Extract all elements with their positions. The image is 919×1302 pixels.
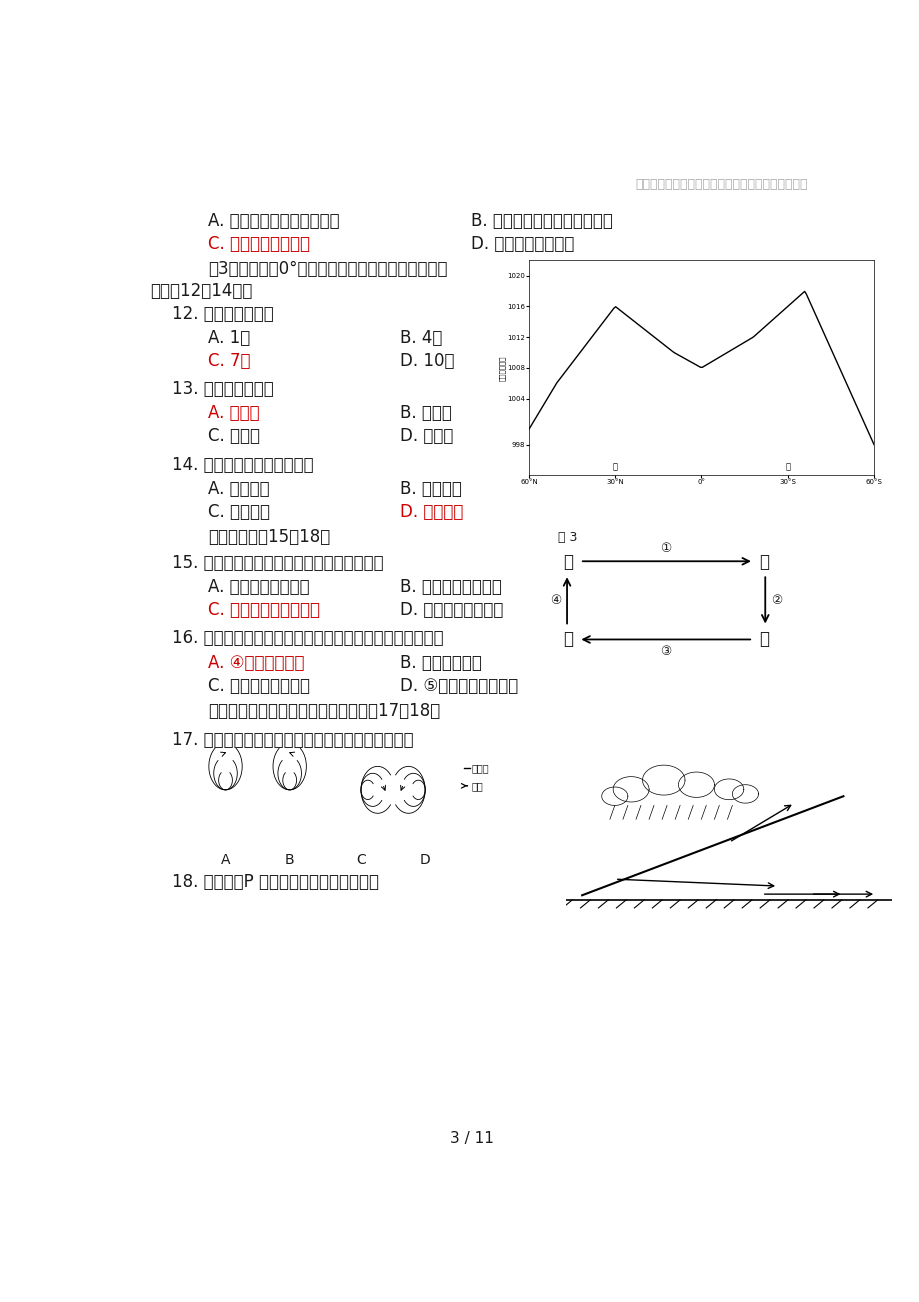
Text: D. 10月: D. 10月 [400,352,454,370]
Text: A. 东南风: A. 东南风 [208,404,259,422]
Text: 图 3: 图 3 [558,531,577,544]
Text: 文档供参考，可复制、编制，期待您的好评与关注！: 文档供参考，可复制、编制，期待您的好评与关注！ [635,178,807,191]
Text: 丙: 丙 [562,553,573,572]
Text: 图回筄12～14题。: 图回筄12～14题。 [151,281,253,299]
Text: C: C [356,853,366,867]
Text: D. 西北风: D. 西北风 [400,427,453,445]
Text: B. 4月: B. 4月 [400,328,442,346]
Text: 17. 下列气压场中，易出现上图中所示天气系统的是: 17. 下列气压场中，易出现上图中所示天气系统的是 [172,730,414,749]
Text: A. 1月: A. 1月 [208,328,250,346]
Text: C. 伦敦正盛行偏西风: C. 伦敦正盛行偏西风 [208,236,310,254]
Text: 3 / 11: 3 / 11 [449,1130,493,1146]
Text: C. 甲是副热带高气压: C. 甲是副热带高气压 [208,677,310,694]
Text: 乙: 乙 [758,630,768,648]
Text: 读右图，回筄15～18题: 读右图，回筄15～18题 [208,529,330,547]
Text: 风向: 风向 [471,781,482,790]
Text: B. 甲处气压比乙处高: B. 甲处气压比乙处高 [400,578,502,596]
Text: 等压线: 等压线 [471,763,489,773]
Text: 甲: 甲 [562,630,573,648]
Text: 15. 若此图表示热力环流，下列说法正确的是: 15. 若此图表示热力环流，下列说法正确的是 [172,555,383,573]
Text: A. 丙处气压比甲处高: A. 丙处气压比甲处高 [208,578,309,596]
Text: C. 温和多雨: C. 温和多雨 [208,503,269,521]
Text: A. 高温多雨: A. 高温多雨 [208,480,269,499]
Y-axis label: 气压（百帕）: 气压（百帕） [498,355,505,380]
Text: C. 7月: C. 7月 [208,352,250,370]
Text: 图3为「某月汁0°经线海平面平均气压分布图」。读: 图3为「某月汁0°经线海平面平均气压分布图」。读 [208,259,447,277]
Text: 12. 上述「某月」是: 12. 上述「某月」是 [172,305,274,323]
Text: 甲: 甲 [785,462,789,471]
Text: ①: ① [659,542,670,555]
Text: 18. 最能反映P 地气温垂直分布状况的的是: 18. 最能反映P 地气温垂直分布状况的的是 [172,874,379,891]
Text: D. 炎热干燥: D. 炎热干燥 [400,503,463,521]
Text: 分析右图所示的的天气系统，据此回筄17～18题: 分析右图所示的的天气系统，据此回筄17～18题 [208,702,439,720]
Text: 16. 若此图代表「三圈环流」中的中纬环流图，则正确的是: 16. 若此图代表「三圈环流」中的中纬环流图，则正确的是 [172,629,443,647]
Text: 丁: 丁 [758,553,768,572]
Text: A. 密西西比河正处于丰水期: A. 密西西比河正处于丰水期 [208,212,339,230]
Text: C. 丙处气压比丁处高。: C. 丙处气压比丁处高。 [208,602,319,620]
Text: B. 亚欧大陆正受印度低压控制: B. 亚欧大陆正受印度低压控制 [471,212,613,230]
Text: B: B [285,853,294,867]
Text: D: D [419,853,430,867]
Text: 14. 该月份乙地的气候特征是: 14. 该月份乙地的气候特征是 [172,456,313,474]
Text: 乙: 乙 [612,462,617,471]
Text: C. 西南风: C. 西南风 [208,427,259,445]
Text: B. 乙处多锋面雨: B. 乙处多锋面雨 [400,654,482,672]
Text: ③: ③ [659,644,670,658]
Text: B. 东北风: B. 东北风 [400,404,451,422]
Text: D. 开普敦正处于雨季: D. 开普敦正处于雨季 [471,236,574,254]
Text: D. 甲处气温比乙处低: D. 甲处气温比乙处低 [400,602,503,620]
Text: ②: ② [770,594,781,607]
Text: B. 低温少雨: B. 低温少雨 [400,480,461,499]
Text: 13. 该月份甲地盛行: 13. 该月份甲地盛行 [172,380,274,398]
Text: ④: ④ [550,594,561,607]
Text: A. ④气流比较湿润: A. ④气流比较湿润 [208,654,304,672]
Text: D. ⑤气流由于热力上升: D. ⑤气流由于热力上升 [400,677,518,694]
Text: A: A [221,853,230,867]
